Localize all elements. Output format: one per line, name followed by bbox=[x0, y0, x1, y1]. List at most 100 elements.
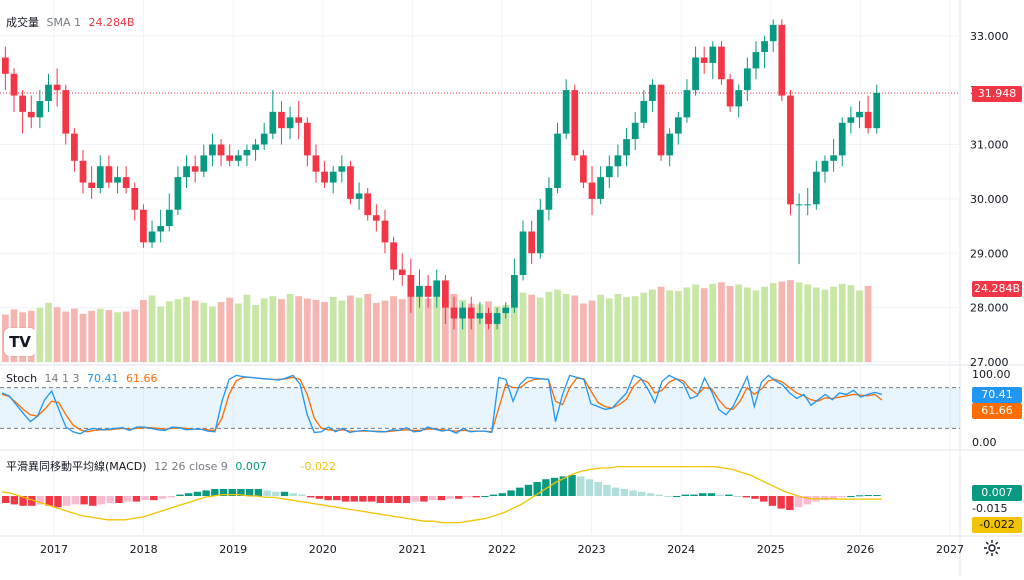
volume-bar bbox=[657, 286, 665, 362]
volume-bar bbox=[200, 302, 208, 362]
settings-gear-icon[interactable] bbox=[982, 538, 1002, 558]
macd-histogram-bar bbox=[280, 491, 289, 496]
volume-bar bbox=[114, 312, 121, 362]
volume-bar bbox=[562, 294, 570, 362]
macd-histogram-bar bbox=[524, 484, 533, 496]
time-tick-label: 2017 bbox=[40, 543, 68, 556]
macd-histogram-bar bbox=[106, 496, 114, 503]
macd-histogram-bar bbox=[80, 496, 88, 505]
macd-histogram-bar bbox=[620, 489, 629, 496]
macd-histogram-bar bbox=[699, 493, 707, 496]
candle-body bbox=[631, 122, 639, 140]
volume-bar bbox=[519, 292, 527, 362]
candle-body bbox=[390, 242, 397, 270]
candle-body bbox=[114, 177, 121, 183]
candle-body bbox=[416, 285, 423, 297]
macd-histogram-bar bbox=[420, 496, 428, 502]
candle-body bbox=[45, 84, 52, 101]
macd-histogram-bar bbox=[71, 496, 80, 505]
volume-bar bbox=[226, 297, 234, 362]
time-tick-label: 2026 bbox=[846, 543, 874, 556]
macd-histogram-bar bbox=[690, 494, 698, 496]
macd-histogram-bar bbox=[428, 496, 437, 501]
macd-histogram-bar bbox=[725, 494, 733, 496]
volume-bar bbox=[856, 290, 863, 362]
candle-body bbox=[381, 220, 389, 243]
candle-body bbox=[19, 95, 26, 112]
macd-histogram-bar bbox=[176, 494, 184, 496]
candle-body bbox=[605, 166, 613, 178]
volume-bar bbox=[286, 294, 294, 362]
stoch-legend[interactable]: Stoch 14 1 3 70.41 61.66 bbox=[6, 372, 162, 385]
candle-body bbox=[71, 133, 78, 161]
candle-body bbox=[528, 231, 536, 254]
candle-body bbox=[666, 133, 674, 156]
stoch-label: Stoch bbox=[6, 372, 38, 385]
tradingview-logo[interactable]: TV bbox=[4, 328, 36, 356]
candle-body bbox=[286, 117, 294, 129]
macd-histogram-bar bbox=[376, 496, 385, 503]
macd-histogram-bar bbox=[54, 496, 62, 508]
volume-bar bbox=[476, 304, 484, 362]
macd-histogram-bar bbox=[629, 490, 637, 496]
price-tick-label: 30.000 bbox=[970, 193, 1009, 206]
macd-histogram-bar bbox=[324, 496, 332, 501]
candle-body bbox=[726, 79, 734, 107]
volume-bar bbox=[674, 291, 682, 362]
macd-histogram-bar bbox=[716, 494, 724, 496]
macd-signal-line bbox=[1, 465, 882, 524]
macd-histogram-bar bbox=[402, 496, 411, 503]
macd-histogram-bar bbox=[141, 496, 149, 501]
macd-label: 平滑異同移動平均線(MACD) bbox=[6, 460, 147, 473]
volume-bar bbox=[424, 298, 432, 362]
volume-bar bbox=[390, 296, 397, 362]
candle-body bbox=[329, 171, 337, 183]
candle-body bbox=[450, 307, 458, 319]
macd-histogram-bar bbox=[272, 491, 280, 496]
volume-legend[interactable]: 成交量 SMA 1 24.284B bbox=[6, 14, 139, 30]
macd-histogram-bar bbox=[516, 487, 524, 496]
time-tick-label: 2022 bbox=[488, 543, 516, 556]
macd-histogram-bar bbox=[489, 494, 498, 496]
macd-histogram-bar bbox=[472, 496, 480, 498]
price-tick-label: 33.000 bbox=[970, 30, 1009, 43]
volume-bar bbox=[787, 280, 794, 362]
macd-histogram-bar bbox=[245, 489, 254, 496]
candle-body bbox=[131, 188, 139, 210]
volume-bar bbox=[502, 305, 510, 362]
macd-histogram-bar bbox=[132, 496, 141, 502]
stoch-tick-label: 100.00 bbox=[972, 368, 1011, 381]
macd-tick-label: -0.015 bbox=[972, 502, 1007, 515]
candle-body bbox=[847, 117, 855, 123]
macd-histogram-bar bbox=[2, 496, 10, 503]
macd-legend[interactable]: 平滑異同移動平均線(MACD) 12 26 close 9 0.007 -0.0… bbox=[6, 458, 340, 474]
macd-histogram-bar bbox=[611, 487, 620, 496]
price-tick-label: 28.000 bbox=[970, 302, 1009, 315]
macd-histogram-bar bbox=[638, 491, 646, 496]
macd-histogram-bar bbox=[585, 479, 594, 496]
volume-bar bbox=[649, 289, 656, 362]
macd-histogram-bar bbox=[655, 494, 663, 496]
macd-histogram-bar bbox=[341, 496, 350, 502]
macd-histogram-bar bbox=[28, 496, 36, 506]
candle-body bbox=[562, 90, 570, 134]
candle-body bbox=[795, 204, 803, 206]
macd-histogram-bar bbox=[115, 496, 123, 503]
macd-histogram-bar bbox=[533, 482, 541, 496]
volume-bar bbox=[260, 298, 268, 362]
volume-bar bbox=[131, 309, 139, 362]
macd-histogram-bar bbox=[219, 489, 228, 496]
stoch-d-tag: 61.66 bbox=[972, 403, 1022, 419]
macd-signal-tag: -0.022 bbox=[972, 517, 1022, 533]
candle-body bbox=[804, 204, 812, 206]
macd-histogram-bar bbox=[768, 496, 777, 506]
volume-bar bbox=[45, 302, 52, 362]
time-tick-label: 2025 bbox=[757, 543, 785, 556]
candle-body bbox=[105, 166, 113, 183]
volume-bar bbox=[726, 286, 734, 362]
macd-histogram-bar bbox=[821, 496, 829, 501]
price-tick-label: 29.000 bbox=[970, 247, 1009, 260]
candle-body bbox=[217, 144, 225, 156]
